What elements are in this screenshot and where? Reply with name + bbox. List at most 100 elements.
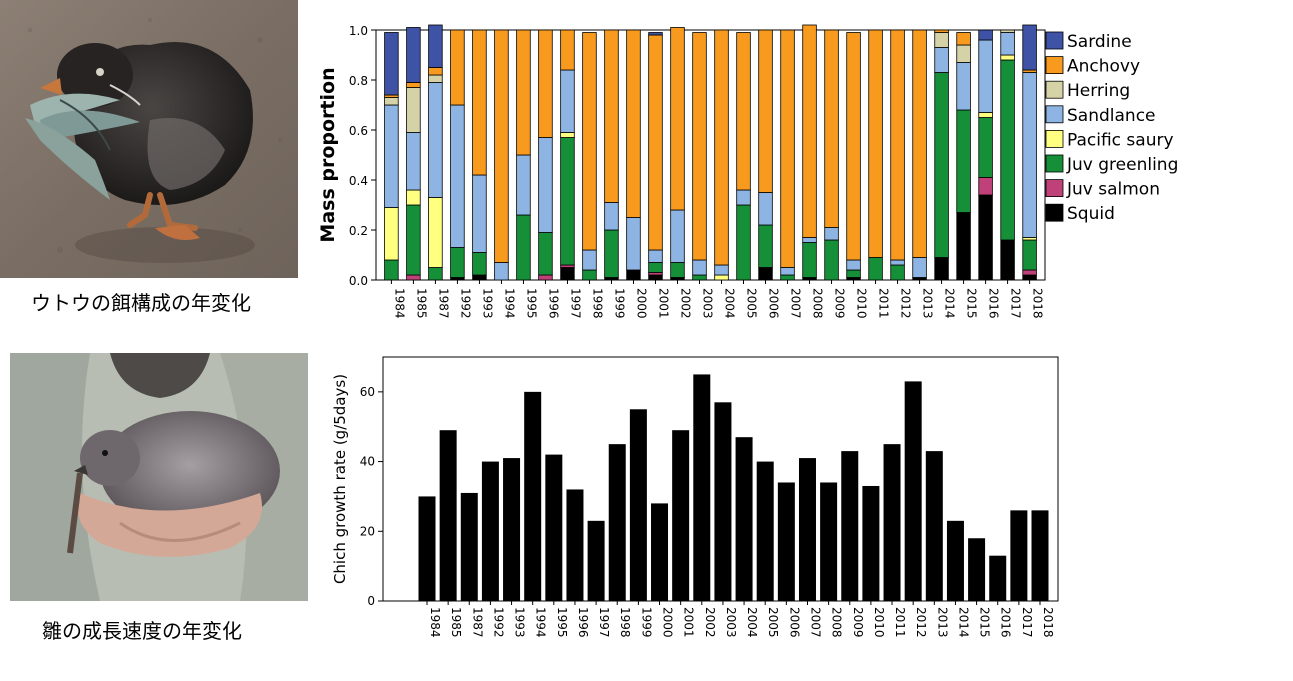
x-tick-label: 1999 [612, 288, 626, 319]
growth-bar [651, 503, 669, 601]
x-tick-label: 2005 [745, 288, 759, 319]
bar-segment-juv-greenling [560, 137, 575, 266]
diet-photo-caption: ウトウの餌構成の年変化 [31, 291, 251, 315]
bar-segment-herring [934, 32, 949, 48]
legend-swatch-herring [1045, 80, 1064, 99]
x-tick-label: 2004 [745, 607, 759, 638]
bar-segment-anchovy [846, 32, 861, 261]
bar-segment-sandlance [494, 262, 509, 281]
bar-segment-anchovy [450, 29, 465, 106]
bar-segment-sandlance [692, 259, 707, 276]
x-tick-label: 1998 [590, 288, 604, 319]
bar-segment-anchovy [956, 32, 971, 46]
bar-segment-juv-greenling [648, 262, 663, 273]
bar-segment-sardine [648, 32, 663, 36]
bar-segment-juv-greenling [978, 117, 993, 178]
bar-segment-pacific-saury [978, 112, 993, 118]
bar-segment-sandlance [670, 209, 685, 263]
legend-label-juv-greenling: Juv greenling [1066, 155, 1178, 175]
x-tick-label: 1996 [576, 607, 590, 638]
growth-bar [735, 437, 753, 601]
bar-segment-juv-greenling [384, 259, 399, 281]
legend-label-juv-salmon: Juv salmon [1066, 180, 1160, 200]
x-tick-label: 1984 [428, 607, 442, 638]
bar-segment-sandlance [934, 47, 949, 73]
growth-bar [439, 430, 457, 601]
legend-swatch-pacific-saury [1045, 129, 1064, 148]
bar-segment-squid [934, 257, 949, 281]
bar-segment-pacific-saury [1000, 54, 1015, 61]
growth-bar [862, 485, 880, 601]
bar-segment-squid [956, 212, 971, 281]
x-tick-label: 2006 [767, 288, 781, 319]
y-tick-label: 0.4 [349, 174, 368, 188]
x-tick-label: 2007 [789, 288, 803, 319]
growth-bar [1031, 510, 1049, 601]
bar-segment-anchovy [934, 29, 949, 33]
diet-composition-chart: 0.0 0.2 0.4 0.6 0.8 1.0 Mass proportion 1984 198… [317, 24, 1178, 319]
bar-segment-sandlance [912, 257, 927, 278]
bar-segment-squid [472, 274, 487, 281]
x-tick-label: 2004 [723, 288, 737, 319]
y-tick-label: 1.0 [349, 24, 368, 38]
bar-segment-juv-greenling [1022, 239, 1037, 271]
bar-segment-pacific-saury [428, 197, 443, 268]
x-tick-label: 2003 [724, 607, 738, 638]
growth-bar [798, 458, 816, 601]
bar-segment-anchovy [406, 82, 421, 88]
bar-segment-juv-greenling [956, 109, 971, 213]
bar-segment-juv-greenling [1000, 59, 1015, 241]
bar-segment-anchovy [472, 29, 487, 176]
chick-growth-chart: 0 20 40 60 Chich growth rate (g/5days) 1984 19… [331, 356, 1059, 638]
growth-bar [777, 482, 795, 601]
bar-segment-juv-greenling [406, 204, 421, 276]
auklet-adult-illustration [0, 0, 298, 278]
x-tick-label: 2008 [811, 288, 825, 319]
growth-bar [629, 409, 647, 601]
x-tick-label: 2006 [787, 607, 801, 638]
bar-segment-anchovy [648, 34, 663, 251]
bar-segment-sandlance [1022, 72, 1037, 238]
bar-segment-sandlance [758, 192, 773, 226]
growth-bar [503, 458, 521, 601]
y-tick-label: 0.2 [349, 224, 368, 238]
x-tick-label: 1999 [639, 607, 653, 638]
growth-bar [904, 381, 922, 601]
bar-segment-anchovy [516, 29, 531, 156]
x-tick-label: 1997 [568, 288, 582, 319]
x-tick-label: 1998 [618, 607, 632, 638]
x-tick-label: 1987 [436, 288, 450, 319]
bar-segment-anchovy [428, 67, 443, 76]
bar-segment-sardine [406, 27, 421, 83]
bar-segment-anchovy [802, 24, 817, 238]
bar-segment-anchovy [736, 32, 751, 191]
growth-bar [460, 492, 478, 601]
bar-segment-juv-salmon [1022, 269, 1037, 276]
legend-label-squid: Squid [1067, 204, 1115, 224]
growth-bar [714, 402, 732, 601]
rhinoceros-auklet-adult-photo [0, 0, 298, 278]
x-tick-label: 2009 [833, 288, 847, 319]
x-tick-label: 2008 [830, 607, 844, 638]
x-tick-label: 2018 [1031, 288, 1045, 319]
bar-segment-pacific-saury [714, 274, 729, 281]
bar-segment-juv-salmon [406, 274, 421, 281]
y-tick-label: 0 [367, 594, 375, 608]
bar-segment-juv-greenling [538, 232, 553, 276]
legend-label-sandlance: Sandlance [1067, 106, 1156, 126]
bar-segment-anchovy [626, 29, 641, 218]
bar-segment-sandlance [648, 249, 663, 263]
bar-segment-juv-greenling [450, 247, 465, 278]
bar-segment-juv-greenling [868, 257, 883, 281]
bar-segment-juv-greenling [736, 204, 751, 281]
x-tick-label: 2000 [634, 288, 648, 319]
bar-segment-sandlance [582, 249, 597, 271]
bar-segment-herring [956, 44, 971, 63]
growth-bar [418, 496, 436, 601]
x-tick-label: 1987 [470, 607, 484, 638]
bar-segment-anchovy [560, 29, 575, 71]
x-tick-label: 2002 [678, 288, 692, 319]
growth-bar [883, 444, 901, 601]
x-tick-label: 2010 [855, 288, 869, 319]
bar-segment-sandlance [560, 69, 575, 133]
